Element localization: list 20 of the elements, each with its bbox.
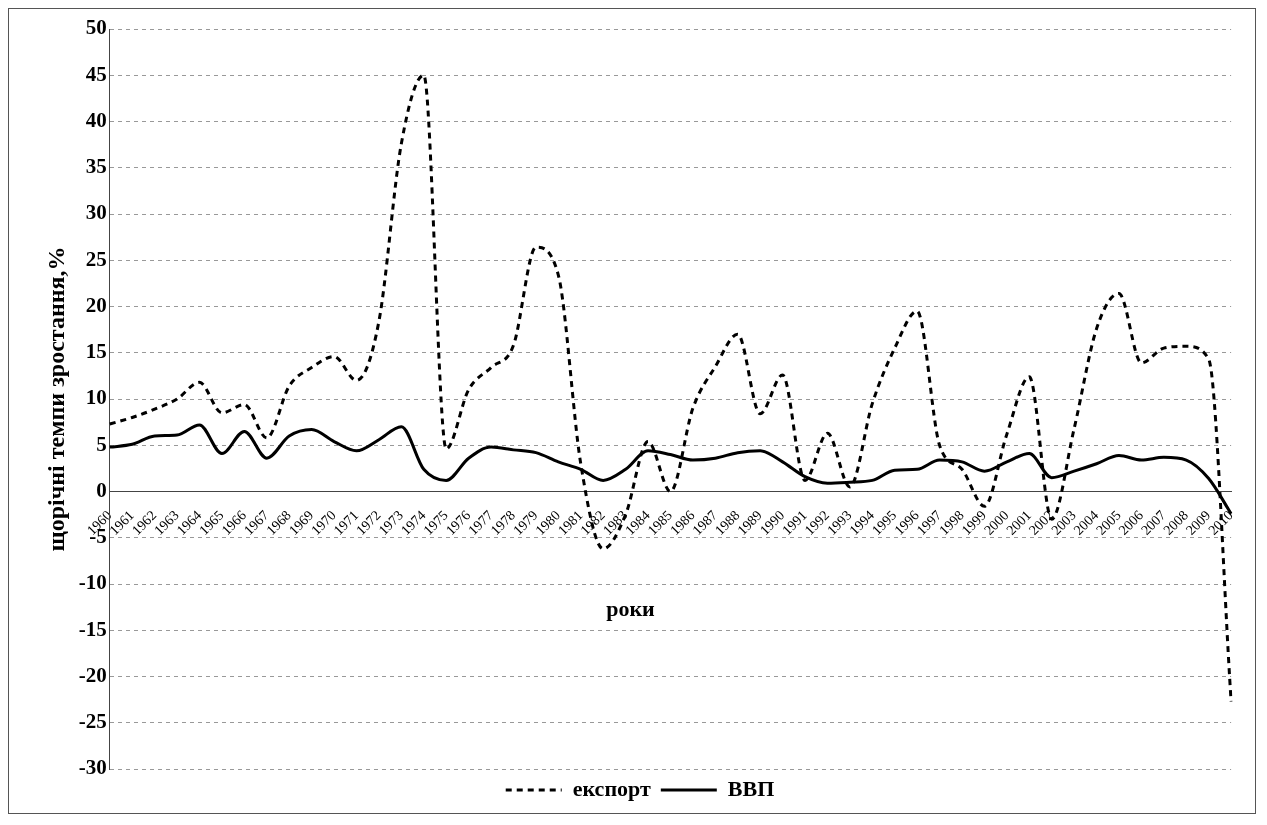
y-tick-label: 0	[96, 477, 107, 502]
y-tick-label: -30	[78, 755, 107, 780]
y-tick-label: -15	[78, 616, 107, 641]
y-tick-label: 10	[85, 385, 107, 410]
y-tick-label: -25	[78, 709, 107, 734]
y-tick-label: -20	[78, 662, 107, 687]
y-tick-label: 30	[85, 200, 107, 225]
y-tick-label: 50	[85, 15, 107, 40]
x-axis-title: роки	[606, 595, 656, 621]
y-tick-label: 45	[85, 61, 107, 86]
y-axis-title: щорічні темпи зростання,%	[42, 246, 69, 552]
y-tick-label: -10	[78, 570, 107, 595]
y-tick-label: 25	[85, 246, 107, 271]
y-tick-label: 35	[85, 154, 107, 179]
y-tick-label: 40	[85, 107, 107, 132]
y-tick-label: 5	[96, 431, 107, 456]
legend-label: ВВП	[727, 775, 775, 801]
y-tick-label: 15	[85, 339, 107, 364]
y-tick-label: 20	[85, 292, 107, 317]
legend-label: експорт	[572, 775, 652, 801]
